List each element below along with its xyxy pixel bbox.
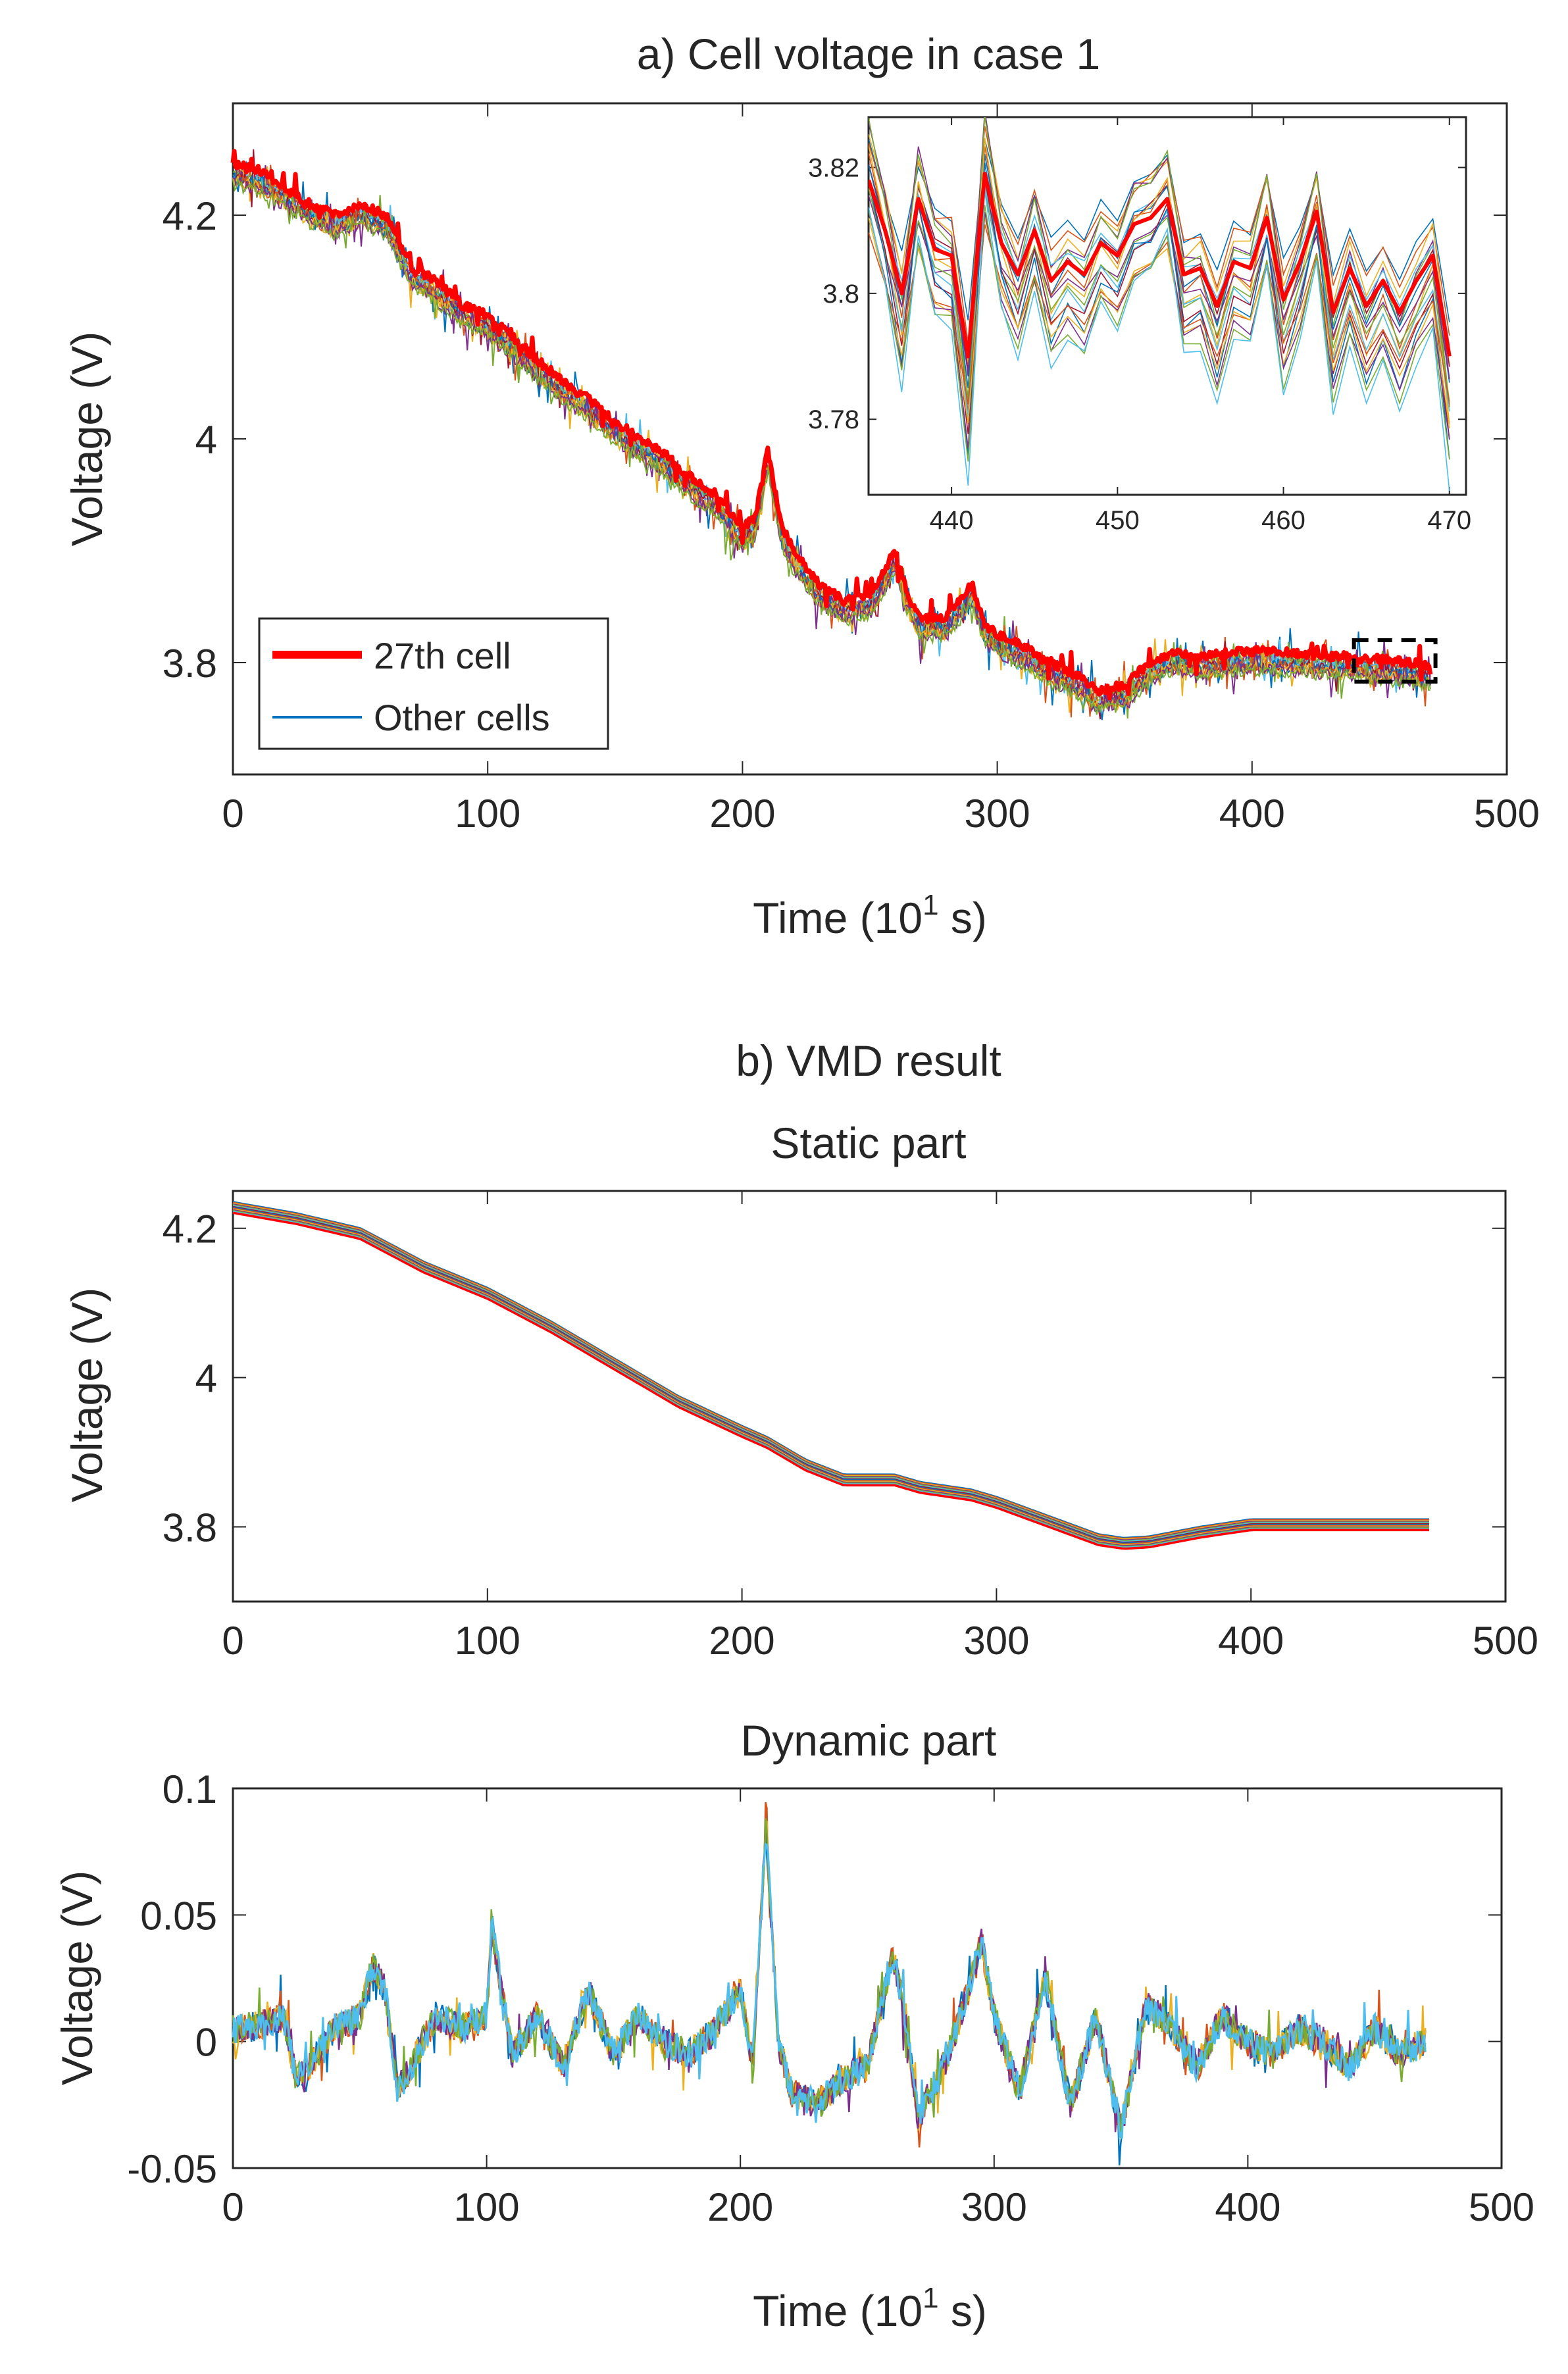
- panel-b: b) VMD result Static part 0 100 200 300 400 5…: [53, 1036, 1538, 2335]
- xtick-label: 100: [454, 2185, 520, 2229]
- ytick-label: 3.78: [808, 405, 859, 434]
- static-part-title: Static part: [771, 1119, 966, 1167]
- xtick-label: 400: [1218, 1619, 1284, 1663]
- dynamic-ylabel: Voltage (V): [53, 1871, 101, 2086]
- xtick-label: 300: [965, 792, 1030, 836]
- xtick-label: 460: [1261, 506, 1305, 535]
- inset-other-cell-line: [869, 178, 1450, 440]
- zoom-box: [1352, 638, 1438, 684]
- ytick-label: 3.82: [808, 154, 859, 183]
- ytick-label: 4: [195, 1357, 217, 1401]
- inset: 440 450 460 470 3.78 3.8 3.82: [808, 116, 1471, 535]
- ytick-label: 4.2: [163, 194, 217, 238]
- other-cell-line: [232, 178, 1430, 715]
- dynamic-part-title: Dynamic part: [741, 1716, 997, 1765]
- inset-27th-cell-line: [869, 172, 1452, 359]
- inset-other-cell-line: [869, 216, 1450, 429]
- inset-series: [869, 117, 1452, 491]
- ytick-label: 0: [195, 2021, 217, 2065]
- ytick-label: 3.8: [822, 280, 859, 309]
- panel-a-series: [230, 149, 1433, 720]
- panel-a: a) Cell voltage in case 1 0 100 200 300 400 5…: [63, 30, 1540, 942]
- xtick-label: 0: [222, 792, 243, 836]
- static-ylabel: Voltage (V): [63, 1288, 111, 1503]
- xtick-label: 450: [1096, 506, 1140, 535]
- panel-b-suptitle: b) VMD result: [736, 1036, 1001, 1085]
- xtick-label: 440: [930, 506, 974, 535]
- xtick-label: 200: [709, 792, 775, 836]
- xtick-label: 100: [455, 1619, 520, 1663]
- dynamic-xlabel: Time (101 s): [753, 2282, 987, 2335]
- panel-a-xlabel: Time (101 s): [753, 889, 987, 942]
- inset-other-cell-line: [869, 192, 1450, 380]
- ytick-label: 3.8: [163, 642, 217, 686]
- inset-other-cell-line: [869, 191, 1450, 491]
- inset-other-cell-line: [869, 138, 1450, 322]
- dynamic-cell-line: [232, 1842, 1427, 2140]
- xtick-label: 400: [1215, 2185, 1280, 2229]
- 27th-cell-line: [230, 149, 1433, 701]
- dynamic-axes-box: [232, 1787, 1503, 2169]
- xtick-label: 200: [709, 1619, 775, 1663]
- dynamic-xlabel-sup: 1: [923, 2282, 938, 2314]
- ytick-label: 0.05: [140, 1894, 217, 1938]
- xtick-label: 0: [222, 2185, 243, 2229]
- static-cell-line: [232, 1211, 1429, 1550]
- static-series: [232, 1201, 1429, 1550]
- panel-a-title: a) Cell voltage in case 1: [637, 30, 1100, 78]
- xtick-label: 200: [707, 2185, 773, 2229]
- static-ticks: 0 100 200 300 400 500 3.8 4 4.2: [163, 1191, 1538, 1663]
- xtick-label: 500: [1473, 1619, 1538, 1663]
- xtick-label: 470: [1427, 506, 1471, 535]
- xtick-label: 400: [1219, 792, 1285, 836]
- panel-a-xlabel-sup: 1: [923, 889, 938, 921]
- legend-box: [258, 617, 609, 750]
- ytick-label: -0.05: [127, 2147, 217, 2191]
- xtick-label: 300: [963, 1619, 1029, 1663]
- inset-ticks: 440 450 460 470 3.78 3.8 3.82: [808, 117, 1471, 535]
- ytick-label: 3.8: [163, 1506, 217, 1550]
- xtick-label: 0: [222, 1619, 243, 1663]
- legend: 27th cell Other cells: [258, 617, 609, 750]
- panel-a-ticks: 0 100 200 300 400 500 3.8 4 4.2: [163, 103, 1540, 836]
- ytick-label: 4: [195, 418, 217, 462]
- panel-a-ylabel: Voltage (V): [63, 332, 111, 547]
- dynamic-series: [232, 1802, 1427, 2165]
- inset-other-cell-line: [869, 205, 1450, 462]
- xtick-label: 500: [1474, 792, 1540, 836]
- ytick-label: 4.2: [163, 1207, 217, 1251]
- legend-27th-cell-label: 27th cell: [374, 635, 511, 676]
- legend-other-cells-label: Other cells: [374, 697, 550, 738]
- static-axes-box: [232, 1190, 1507, 1603]
- xtick-label: 500: [1469, 2185, 1534, 2229]
- inset-lines: [869, 117, 1452, 491]
- xtick-label: 300: [961, 2185, 1027, 2229]
- xtick-label: 100: [455, 792, 520, 836]
- ytick-label: 0.1: [163, 1767, 217, 1811]
